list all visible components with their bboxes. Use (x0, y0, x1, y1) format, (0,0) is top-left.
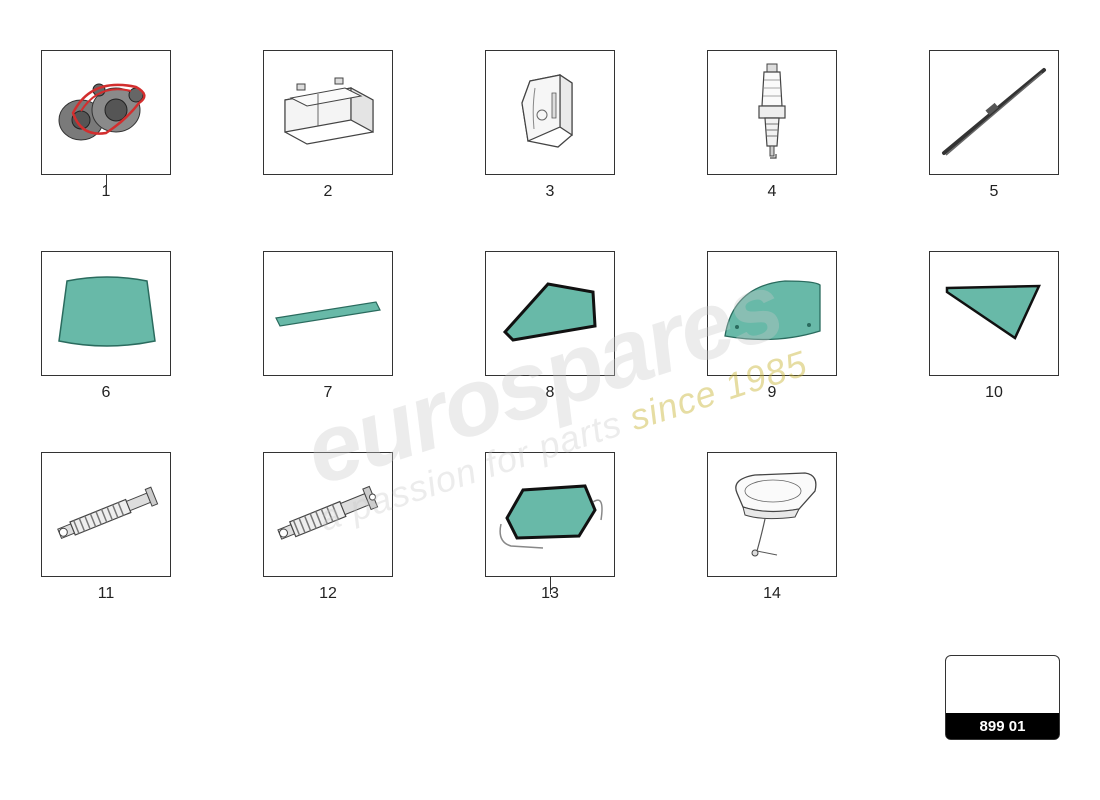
side-glass-strip-icon (268, 294, 388, 334)
windscreen-icon (49, 269, 164, 359)
part-label-12: 12 (319, 585, 337, 603)
part-box-10[interactable] (929, 251, 1059, 376)
brake-pad-icon (500, 63, 600, 163)
part-label-2: 2 (324, 183, 333, 201)
part-label-3: 3 (546, 183, 555, 201)
part-box-5[interactable] (929, 50, 1059, 175)
part-cell-10: 10 (918, 251, 1070, 402)
battery-icon (273, 70, 383, 155)
reference-code: 899 01 (946, 713, 1059, 739)
part-label-6: 6 (102, 384, 111, 402)
part-box-14[interactable] (707, 452, 837, 577)
part-cell-4: 4 (696, 50, 848, 201)
empty-cell (918, 452, 1070, 603)
engine-belt-icon (51, 65, 161, 160)
shock-absorber-a-icon (46, 480, 166, 550)
part-cell-11: 11 (30, 452, 182, 603)
part-box-13[interactable] (485, 452, 615, 577)
part-cell-3: 3 (474, 50, 626, 201)
part-label-9: 9 (768, 384, 777, 402)
part-cell-14: 14 (696, 452, 848, 603)
part-box-3[interactable] (485, 50, 615, 175)
spark-plug-icon (747, 58, 797, 168)
part-box-2[interactable] (263, 50, 393, 175)
part-cell-9: 9 (696, 251, 848, 402)
part-cell-12: 12 (252, 452, 404, 603)
part-label-14: 14 (763, 585, 781, 603)
mirror-glass-icon (493, 472, 608, 557)
reference-box-top (946, 656, 1059, 713)
quarter-glass-a-icon (493, 274, 608, 354)
part-box-6[interactable] (41, 251, 171, 376)
part-label-8: 8 (546, 384, 555, 402)
part-box-4[interactable] (707, 50, 837, 175)
part-cell-2: 2 (252, 50, 404, 201)
part-cell-5: 5 (918, 50, 1070, 201)
parts-grid: 1 2 (30, 50, 1070, 603)
part-box-9[interactable] (707, 251, 837, 376)
part-cell-6: 6 (30, 251, 182, 402)
part-cell-1: 1 (30, 50, 182, 201)
part-label-4: 4 (768, 183, 777, 201)
part-box-7[interactable] (263, 251, 393, 376)
parts-diagram: 1 2 (0, 0, 1100, 800)
wiper-blade-icon (934, 58, 1054, 168)
part-label-11: 11 (98, 585, 115, 603)
part-label-10: 10 (985, 384, 1003, 402)
door-glass-icon (715, 271, 830, 356)
shock-absorber-b-icon (268, 480, 388, 550)
part-cell-13: 13 (474, 452, 626, 603)
reference-box: 899 01 (945, 655, 1060, 740)
part-cell-8: 8 (474, 251, 626, 402)
part-cell-7: 7 (252, 251, 404, 402)
part-label-7: 7 (324, 384, 333, 402)
part-box-8[interactable] (485, 251, 615, 376)
part-label-5: 5 (990, 183, 999, 201)
part-box-12[interactable] (263, 452, 393, 577)
part-box-1[interactable] (41, 50, 171, 175)
part-box-11[interactable] (41, 452, 171, 577)
quarter-glass-b-icon (937, 274, 1052, 354)
mirror-housing-icon (717, 465, 827, 565)
